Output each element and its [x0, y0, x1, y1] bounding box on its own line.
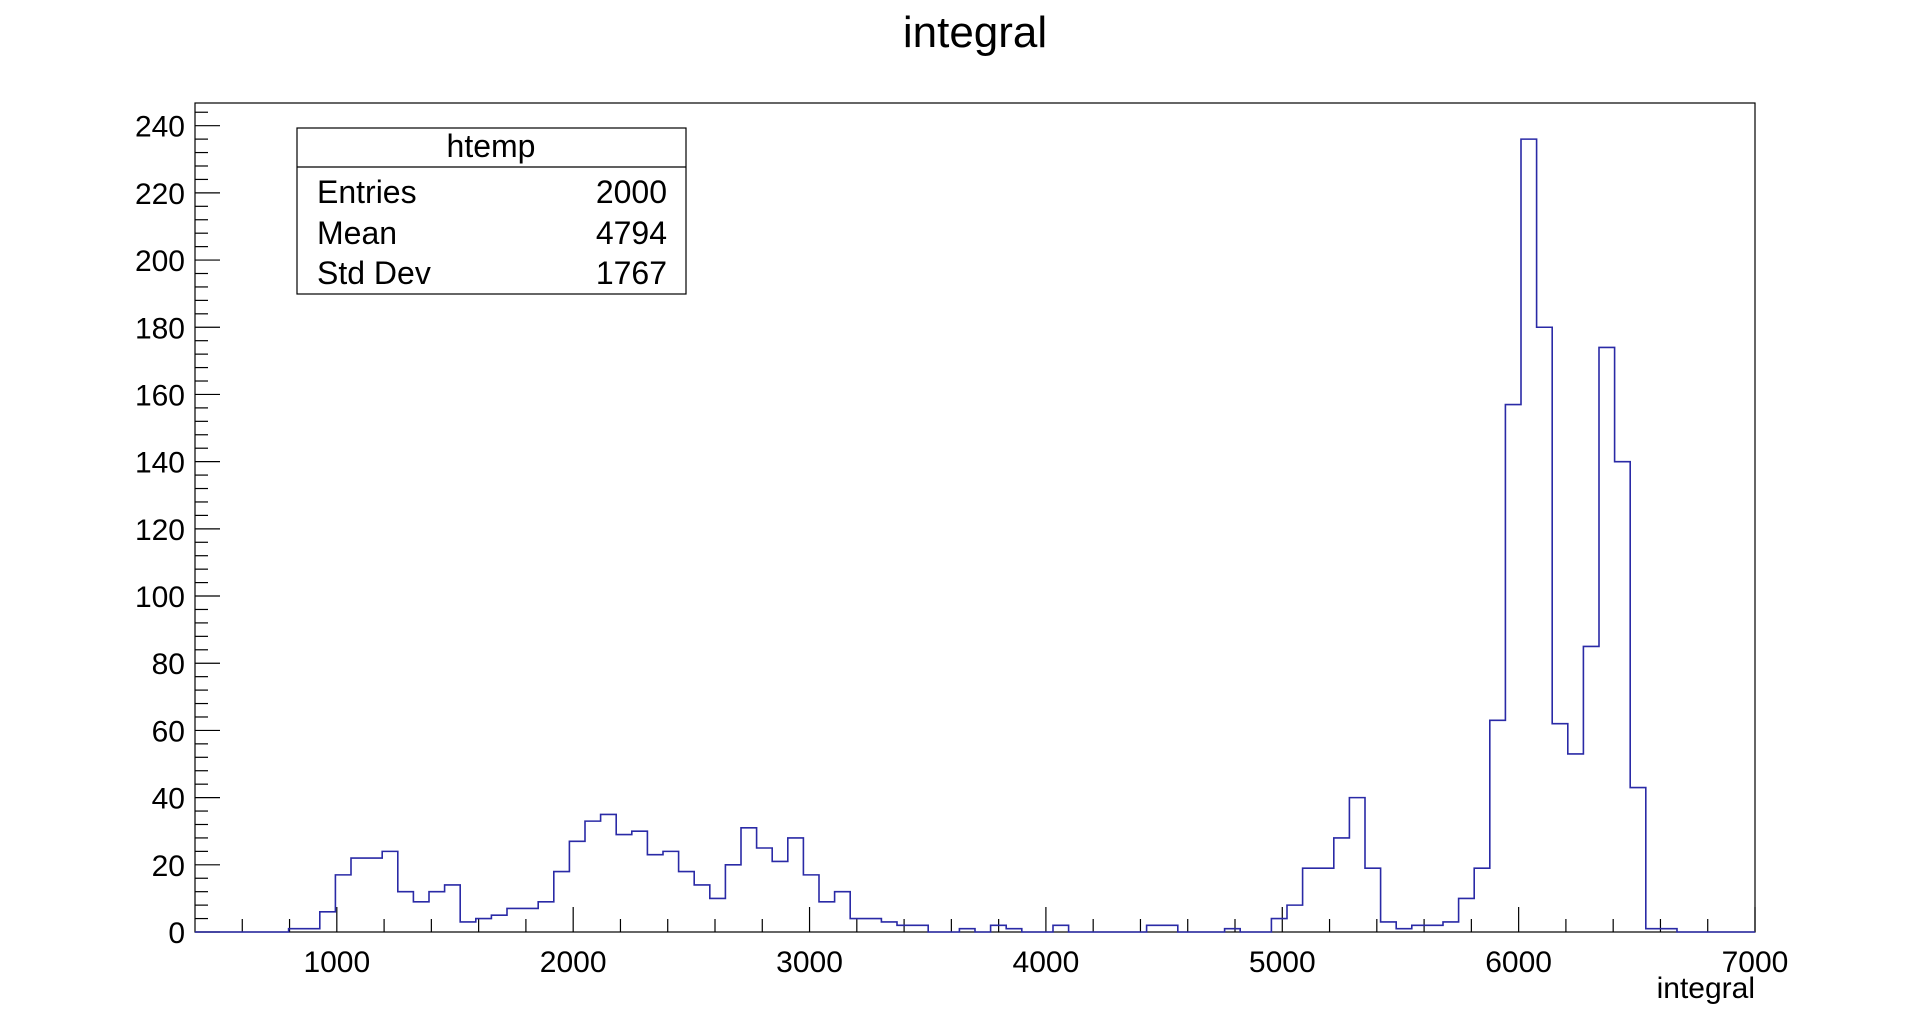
- x-tick-label: 2000: [540, 946, 607, 979]
- x-axis: 1000 2000 3000 4000 5000 6000 7000: [241, 907, 1789, 979]
- y-tick-label: 220: [135, 178, 185, 211]
- y-tick-label: 160: [135, 379, 185, 412]
- stats-stddev-label: Std Dev: [317, 255, 431, 291]
- x-tick-label: 7000: [1722, 946, 1789, 979]
- y-tick-label: 100: [135, 581, 185, 614]
- stats-mean-label: Mean: [317, 215, 397, 251]
- y-tick-label: 80: [152, 648, 185, 681]
- y-tick-label: 240: [135, 111, 185, 144]
- x-tick-label: 4000: [1013, 946, 1080, 979]
- y-tick-label: 180: [135, 312, 185, 345]
- x-axis-label: integral: [1657, 972, 1755, 1005]
- stats-box-title: htemp: [447, 128, 536, 164]
- stats-stddev-value: 1767: [596, 255, 667, 291]
- stats-box-frame: [296, 127, 687, 295]
- x-tick-label: 3000: [776, 946, 843, 979]
- y-tick-label: 200: [135, 245, 185, 278]
- y-tick-label: 20: [152, 850, 185, 883]
- y-tick-label: 60: [152, 715, 185, 748]
- y-tick-label: 0: [168, 917, 185, 950]
- stats-box: htemp Entries 2000 Mean 4794 Std Dev 176…: [296, 127, 687, 295]
- x-tick-label: 1000: [303, 946, 370, 979]
- y-axis: 0 20 40 60 80 100 120 140 160 180 200 220 240: [135, 111, 220, 950]
- y-tick-label: 140: [135, 447, 185, 480]
- stats-mean-value: 4794: [596, 215, 667, 251]
- stats-entries-label: Entries: [317, 174, 417, 210]
- stats-entries-value: 2000: [596, 174, 667, 210]
- y-tick-label: 120: [135, 514, 185, 547]
- chart-title: integral: [903, 8, 1047, 57]
- x-tick-label: 5000: [1249, 946, 1316, 979]
- y-tick-label: 40: [152, 783, 185, 816]
- histogram-line: [195, 138, 1755, 933]
- x-tick-label: 6000: [1485, 946, 1552, 979]
